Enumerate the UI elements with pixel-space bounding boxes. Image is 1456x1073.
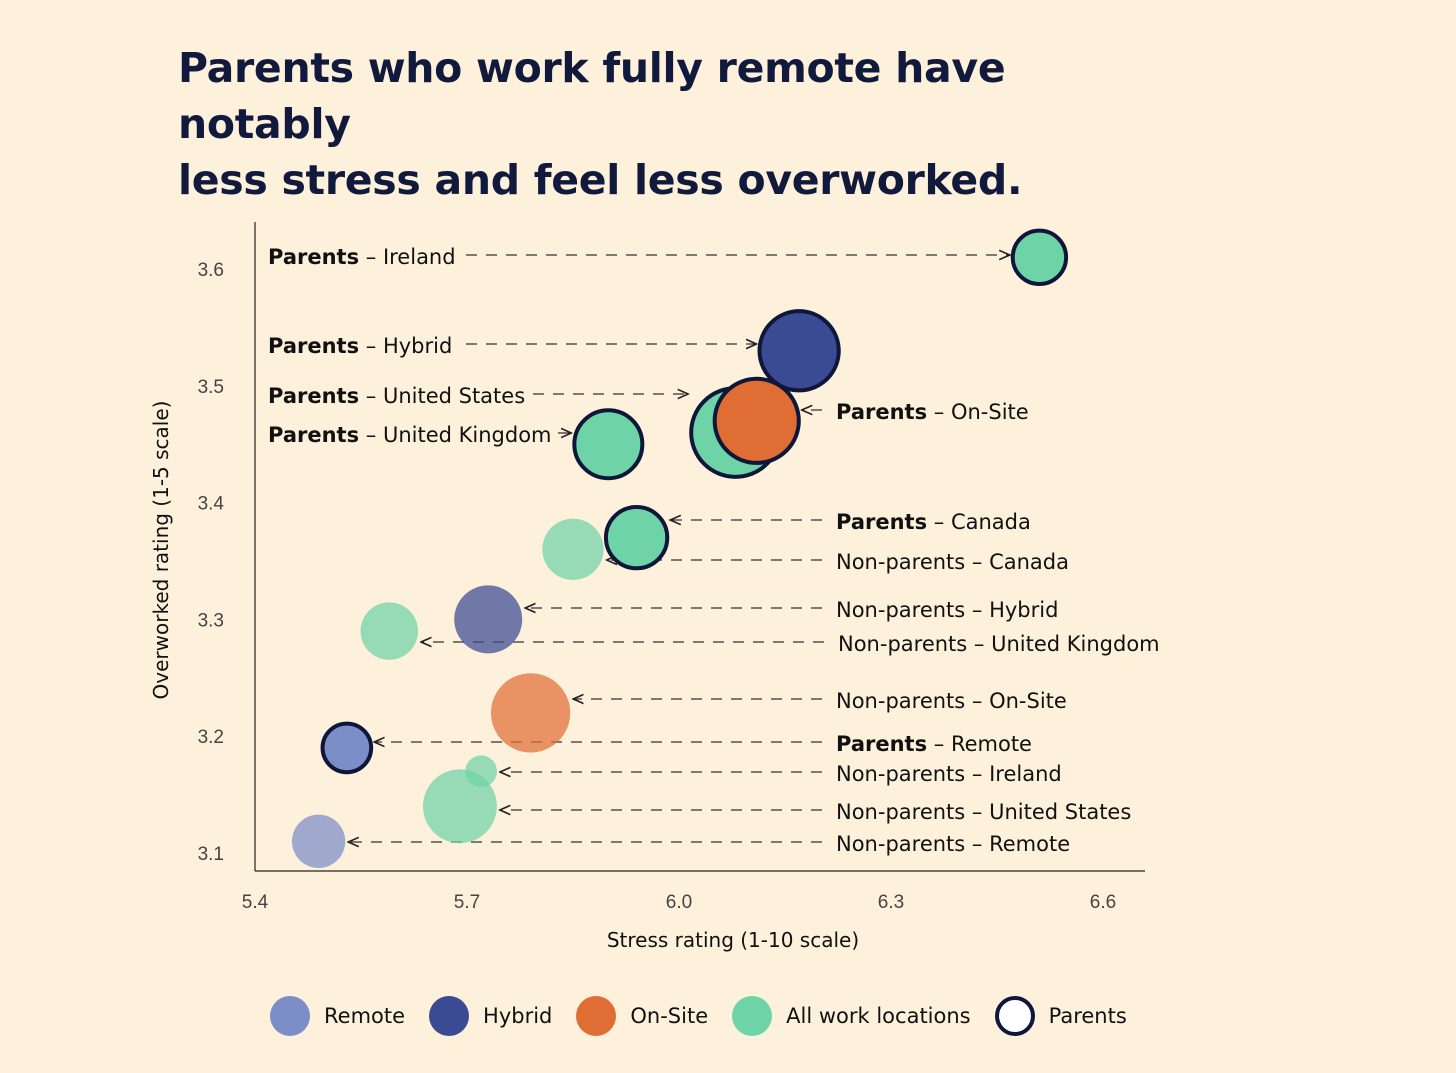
legend-label: Hybrid: [483, 1004, 553, 1028]
scatter-chart: 3.1 3.2 3.3 3.4 3.5 3.6 5.4 5.7 6.0 6.3 6.6 Stres…: [149, 222, 1160, 952]
point-label: Parents – Canada: [836, 510, 1031, 534]
y-tick-label: 3.1: [198, 844, 224, 865]
x-axis-title: Stress rating (1-10 scale): [607, 928, 859, 952]
legend-item-hybrid: Hybrid: [429, 996, 552, 1036]
legend-item-remote: Remote: [270, 996, 405, 1036]
x-tick-label: 6.0: [666, 892, 692, 913]
title-line-1: Parents who work fully remote have notab…: [178, 44, 1006, 148]
y-tick-label: 3.2: [198, 727, 224, 748]
legend-label: All work locations: [786, 1004, 971, 1028]
legend: Remote Hybrid On-Site All work locations Par…: [270, 996, 1151, 1036]
point-label: Non-parents – Canada: [836, 550, 1069, 574]
legend-swatch: [994, 996, 1035, 1036]
data-points: [291, 228, 1069, 868]
point-label: Non-parents – Ireland: [836, 762, 1062, 786]
point-label: Non-parents – Remote: [836, 832, 1070, 856]
point-label: Parents – Hybrid: [268, 334, 452, 358]
x-tick-label: 6.6: [1090, 892, 1116, 913]
legend-swatch: [270, 996, 310, 1036]
x-tick-label: 5.4: [242, 892, 269, 913]
y-tick-label: 3.5: [198, 377, 224, 398]
x-tick-label: 6.3: [878, 892, 904, 913]
label-connectors: [348, 255, 1009, 842]
point-label: Parents – On-Site: [836, 400, 1029, 424]
point-parents-on-site: [712, 376, 801, 465]
point-label: Parents – United States: [268, 384, 525, 408]
legend-swatch: [429, 996, 470, 1036]
point-labels: Parents – Ireland Parents – Hybrid Parents…: [268, 245, 1160, 856]
point-parents-united-kingdom: [572, 408, 645, 481]
title-line-2: less stress and feel less overworked.: [178, 156, 1023, 204]
legend-label: On-Site: [630, 1004, 709, 1028]
point-label: Non-parents – Hybrid: [836, 598, 1058, 622]
legend-label: Parents: [1048, 1004, 1127, 1028]
point-non-parents-united-kingdom: [360, 602, 419, 660]
legend-swatch: [732, 996, 773, 1036]
y-axis-ticks: 3.1 3.2 3.3 3.4 3.5 3.6: [198, 260, 225, 865]
point-parents-hybrid: [757, 309, 841, 393]
point-parents-canada: [603, 504, 670, 571]
point-non-parents-canada: [542, 518, 604, 580]
legend-item-parents: Parents: [994, 996, 1127, 1036]
point-non-parents-on-site: [490, 673, 571, 753]
point-non-parents-hybrid: [454, 585, 523, 654]
y-tick-label: 3.4: [198, 494, 225, 515]
point-non-parents-ireland: [465, 755, 497, 788]
point-parents-remote: [320, 721, 374, 775]
point-non-parents-remote: [291, 814, 346, 868]
x-tick-label: 5.7: [454, 892, 480, 913]
legend-label: Remote: [324, 1004, 406, 1028]
x-axis-ticks: 5.4 5.7 6.0 6.3 6.6: [242, 892, 1116, 913]
point-label: Non-parents – On-Site: [836, 689, 1067, 713]
legend-item-on-site: On-Site: [576, 996, 708, 1036]
chart-title: Parents who work fully remote have notab…: [178, 40, 1178, 208]
point-label: Parents – Remote: [836, 732, 1032, 756]
legend-swatch: [576, 996, 617, 1036]
y-axis-title: Overworked rating (1-5 scale): [149, 401, 173, 700]
point-parents-ireland: [1010, 228, 1069, 286]
point-label: Parents – United Kingdom: [268, 423, 552, 447]
point-label: Non-parents – United Kingdom: [838, 632, 1160, 656]
point-label: Non-parents – United States: [836, 800, 1131, 824]
legend-item-all-work-locations: All work locations: [732, 996, 971, 1036]
y-tick-label: 3.6: [198, 260, 224, 281]
y-tick-label: 3.3: [198, 610, 224, 631]
point-label: Parents – Ireland: [268, 245, 456, 269]
point-non-parents-united-states: [422, 769, 497, 844]
